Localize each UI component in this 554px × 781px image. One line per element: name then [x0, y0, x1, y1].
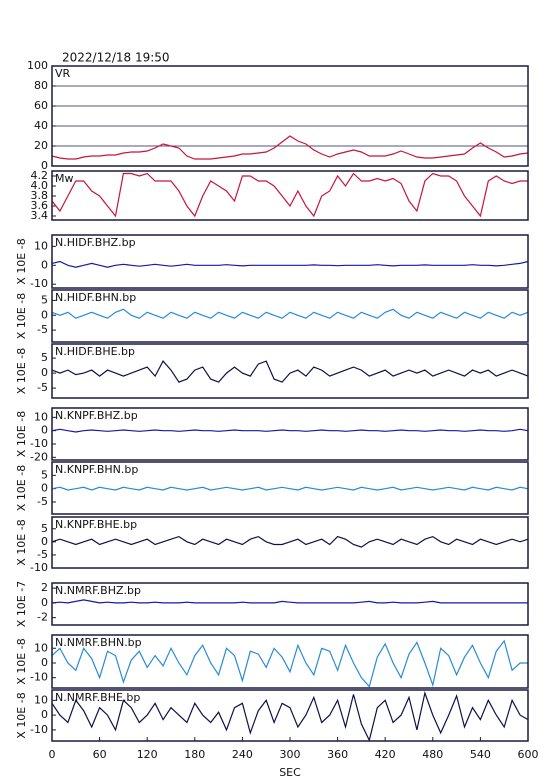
panel-label: Mw: [55, 172, 74, 185]
data-line: [51, 690, 529, 743]
y-tick-label: 0: [41, 159, 48, 172]
y-tick-label: 5: [41, 468, 48, 481]
y-tick-label: 0: [41, 656, 48, 669]
y-tick-label: 0: [41, 308, 48, 321]
y-tick-label: -5: [37, 548, 48, 561]
y-tick-label: 0: [41, 708, 48, 721]
panel-label: N.NMRF.BHZ.bp: [55, 584, 141, 597]
y-tick-label: 10: [34, 410, 48, 423]
y-tick-label: 20: [34, 139, 48, 152]
y-tick-label: -5: [37, 381, 48, 394]
data-line: [51, 639, 528, 688]
x-tick-label: 480: [422, 748, 443, 761]
panel-label: N.HIDF.BHE.bp: [55, 345, 135, 358]
data-line: [51, 308, 529, 319]
y-tick-label: -5: [37, 323, 48, 336]
panel-label: N.KNPF.BHE.bp: [55, 518, 137, 531]
y-tick-label: 4.2: [31, 169, 49, 182]
y-tick-label: 5: [41, 293, 48, 306]
y-tick-label: 4.0: [31, 179, 49, 192]
panel-frame: [51, 170, 529, 221]
x-tick-label: 540: [470, 748, 491, 761]
y-tick-label: 40: [34, 119, 48, 132]
panel-label: N.NMRF.BHN.bp: [55, 636, 142, 649]
y-axis-label: X 10E -8: [15, 411, 28, 457]
y-axis-label: X 10E -8: [15, 238, 28, 284]
y-tick-label: 0: [41, 535, 48, 548]
panel-frame: [51, 582, 529, 626]
y-tick-label: -20: [30, 450, 48, 463]
panel-frame: [51, 65, 529, 167]
panel-frame: [51, 343, 529, 399]
x-tick-label: 60: [93, 748, 107, 761]
y-tick-label: -10: [30, 561, 48, 574]
y-tick-label: 3.8: [31, 189, 49, 202]
x-tick-label: 600: [518, 748, 539, 761]
data-line: [51, 172, 528, 218]
panel-label: N.KNPF.BHZ.bp: [55, 409, 138, 422]
panel-label: N.HIDF.BHZ.bp: [55, 236, 136, 249]
y-tick-label: 10: [34, 693, 48, 706]
x-axis-label: SEC: [279, 766, 301, 779]
x-tick-label: 360: [327, 748, 348, 761]
y-tick-label: 5: [41, 351, 48, 364]
y-tick-label: 80: [34, 79, 48, 92]
y-tick-label: -10: [30, 723, 48, 736]
y-tick-label: 0: [41, 366, 48, 379]
panel-label: N.HIDF.BHN.bp: [55, 291, 136, 304]
y-axis-label: X 10E -8: [15, 692, 28, 738]
y-tick-label: -5: [37, 495, 48, 508]
y-tick-label: 10: [34, 641, 48, 654]
y-tick-label: 0: [41, 424, 48, 437]
panel-frame: [51, 461, 529, 515]
data-line: [51, 599, 528, 604]
y-tick-label: 0: [41, 482, 48, 495]
y-tick-label: -10: [30, 277, 48, 290]
data-line: [51, 486, 529, 491]
y-tick-label: 0: [41, 596, 48, 609]
data-line: [51, 360, 529, 383]
panel-frame: [51, 289, 529, 343]
panel-frame: [51, 516, 529, 569]
y-axis-label: X 10E -8: [15, 348, 28, 394]
panel-label: N.KNPF.BHN.bp: [55, 463, 138, 476]
panel-frame: [51, 234, 529, 289]
data-line: [51, 260, 529, 268]
y-axis-label: X 10E -7: [15, 581, 28, 627]
y-tick-label: 60: [34, 99, 48, 112]
chart-title: 2022/12/18 19:50: [62, 51, 170, 65]
y-axis-label: X 10E -8: [15, 638, 28, 684]
data-line: [51, 135, 529, 160]
y-tick-label: 2: [41, 581, 48, 594]
panel-frame: [51, 407, 529, 461]
y-tick-label: 10: [34, 239, 48, 252]
panel-label: VR: [55, 67, 71, 80]
y-tick-label: 3.4: [31, 209, 49, 222]
y-tick-label: 5: [41, 522, 48, 535]
y-axis-label: X 10E -8: [15, 293, 28, 339]
y-tick-label: 100: [27, 59, 48, 72]
x-tick-label: 180: [184, 748, 205, 761]
x-tick-label: 120: [137, 748, 158, 761]
x-tick-label: 240: [232, 748, 253, 761]
x-tick-label: 420: [375, 748, 396, 761]
x-tick-label: 0: [49, 748, 56, 761]
y-tick-label: 0: [41, 258, 48, 271]
x-tick-label: 300: [280, 748, 301, 761]
y-tick-label: -10: [30, 437, 48, 450]
y-axis-label: X 10E -8: [15, 465, 28, 511]
y-tick-label: -10: [30, 671, 48, 684]
data-line: [51, 535, 529, 548]
panel-frame: [51, 634, 529, 689]
y-tick-label: -2: [37, 611, 48, 624]
y-axis-label: X 10E -8: [15, 519, 28, 565]
y-tick-label: 3.6: [31, 199, 49, 212]
panel-label: N.NMRF.BHE.bp: [55, 691, 140, 704]
data-line: [51, 428, 529, 433]
